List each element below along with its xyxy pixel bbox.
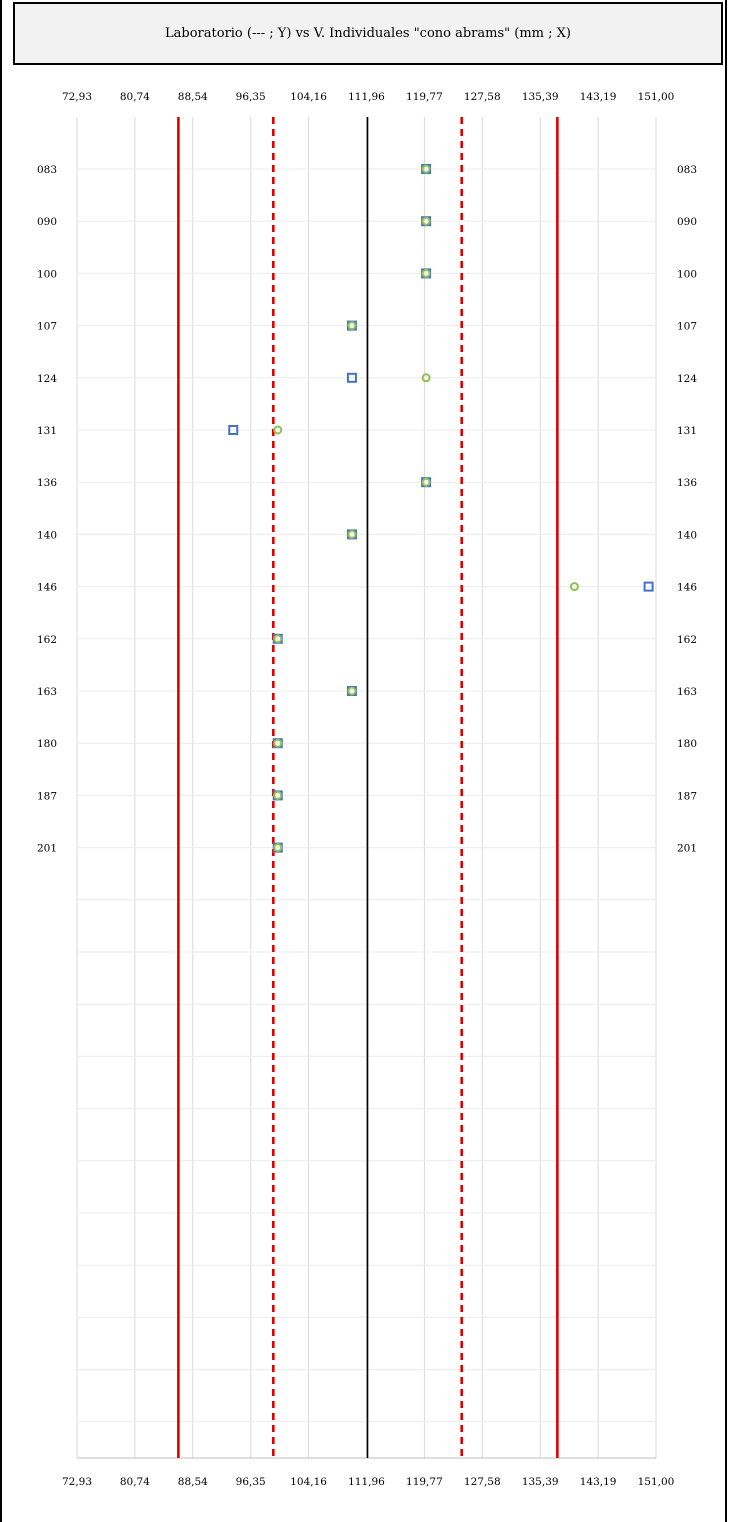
x-tick-label-bottom: 135,39 xyxy=(522,1476,559,1488)
y-category-label-right: 163 xyxy=(677,686,697,698)
y-category-label-left: 146 xyxy=(37,582,57,594)
x-tick-label-top: 72,93 xyxy=(62,91,92,103)
x-tick-label-top: 127,58 xyxy=(464,91,501,103)
x-tick-label-top: 88,54 xyxy=(178,91,208,103)
y-category-label-left: 083 xyxy=(37,164,57,176)
y-category-label-left: 180 xyxy=(37,738,57,750)
y-category-label-right: 090 xyxy=(677,216,697,228)
x-tick-label-bottom: 80,74 xyxy=(120,1476,150,1488)
y-category-label-left: 162 xyxy=(37,634,57,646)
y-category-label-right: 124 xyxy=(677,373,697,385)
x-tick-label-bottom: 96,35 xyxy=(236,1476,266,1488)
y-category-label-right: 146 xyxy=(677,582,697,594)
y-category-label-right: 180 xyxy=(677,738,697,750)
y-category-label-left: 163 xyxy=(37,686,57,698)
x-tick-label-bottom: 111,96 xyxy=(348,1476,385,1488)
y-category-label-left: 090 xyxy=(37,216,57,228)
y-category-label-left: 107 xyxy=(37,321,57,333)
x-tick-label-bottom: 143,19 xyxy=(580,1476,617,1488)
x-tick-label-bottom: 119,77 xyxy=(406,1476,443,1488)
y-category-label-left: 187 xyxy=(37,790,57,802)
y-category-label-right: 162 xyxy=(677,634,697,646)
y-category-label-right: 187 xyxy=(677,790,697,802)
x-tick-label-bottom: 72,93 xyxy=(62,1476,92,1488)
x-tick-label-top: 135,39 xyxy=(522,91,559,103)
x-tick-label-top: 80,74 xyxy=(120,91,150,103)
y-category-label-right: 201 xyxy=(677,843,697,855)
y-category-label-right: 140 xyxy=(677,529,697,541)
y-category-label-left: 140 xyxy=(37,529,57,541)
x-tick-label-top: 104,16 xyxy=(290,91,327,103)
y-category-label-right: 100 xyxy=(677,268,697,280)
y-category-label-left: 201 xyxy=(37,843,57,855)
y-category-label-right: 107 xyxy=(677,321,697,333)
y-category-label-left: 100 xyxy=(37,268,57,280)
y-category-label-right: 136 xyxy=(677,477,697,489)
y-category-label-left: 136 xyxy=(37,477,57,489)
x-tick-label-top: 96,35 xyxy=(236,91,266,103)
x-tick-label-bottom: 88,54 xyxy=(178,1476,208,1488)
y-category-label-left: 131 xyxy=(37,425,57,437)
x-tick-label-top: 143,19 xyxy=(580,91,617,103)
x-tick-label-top: 151,00 xyxy=(638,91,675,103)
x-tick-label-bottom: 151,00 xyxy=(638,1476,675,1488)
x-tick-label-top: 111,96 xyxy=(348,91,385,103)
x-tick-label-bottom: 127,58 xyxy=(464,1476,501,1488)
y-category-label-right: 083 xyxy=(677,164,697,176)
x-tick-label-top: 119,77 xyxy=(406,91,443,103)
y-category-label-right: 131 xyxy=(677,425,697,437)
y-category-label-left: 124 xyxy=(37,373,57,385)
x-tick-label-bottom: 104,16 xyxy=(290,1476,327,1488)
